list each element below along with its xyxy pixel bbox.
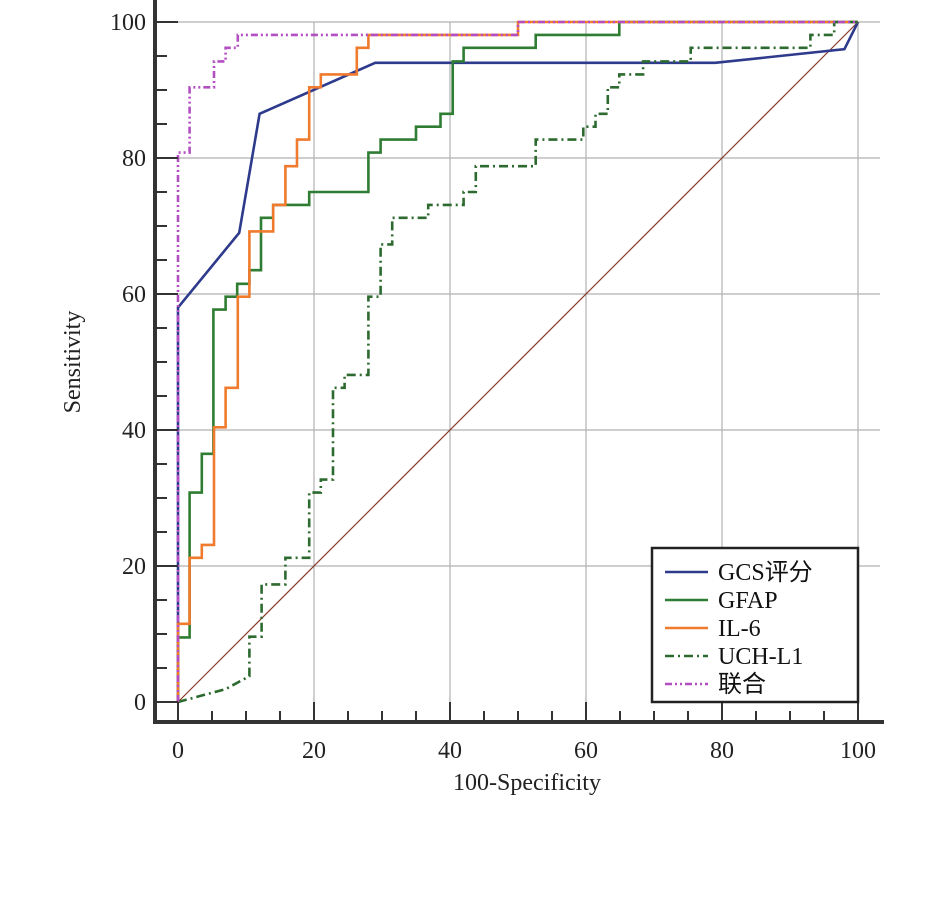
reference-line [177,21,859,703]
y-tick-label-1: 20 [122,554,146,580]
x-tick-label-2: 40 [438,738,462,764]
legend-label-3: UCH-L1 [718,644,803,670]
x-tick-label-1: 20 [302,738,326,764]
y-tick-label-5: 100 [110,10,146,36]
series-lines [176,20,860,704]
x-tick-label-0: 0 [172,738,184,764]
series-line-2 [176,20,858,702]
y-axis-title: Sensitivity [60,311,86,414]
y-tick-label-4: 80 [122,146,146,172]
tick-labels: 0 20 40 60 80 100 0 20 40 60 80 100 [110,10,876,764]
legend-label-1: GFAP [718,588,778,614]
y-tick-label-3: 60 [122,282,146,308]
legend-label-0: GCS评分 [718,559,813,586]
y-tick-label-0: 0 [134,690,146,716]
legend-label-4: 联合 [718,671,766,698]
series-line-4 [176,20,858,702]
reference-diagonal [177,21,859,703]
legend-label-2: IL-6 [718,616,761,642]
series-line-3 [177,20,858,704]
x-tick-label-4: 80 [710,738,734,764]
x-tick-label-3: 60 [574,738,598,764]
x-tick-label-5: 100 [840,738,876,764]
y-tick-label-2: 40 [122,418,146,444]
axes [153,0,884,724]
legend-box [650,546,860,704]
x-axis-title: 100-Specificity [453,770,601,796]
